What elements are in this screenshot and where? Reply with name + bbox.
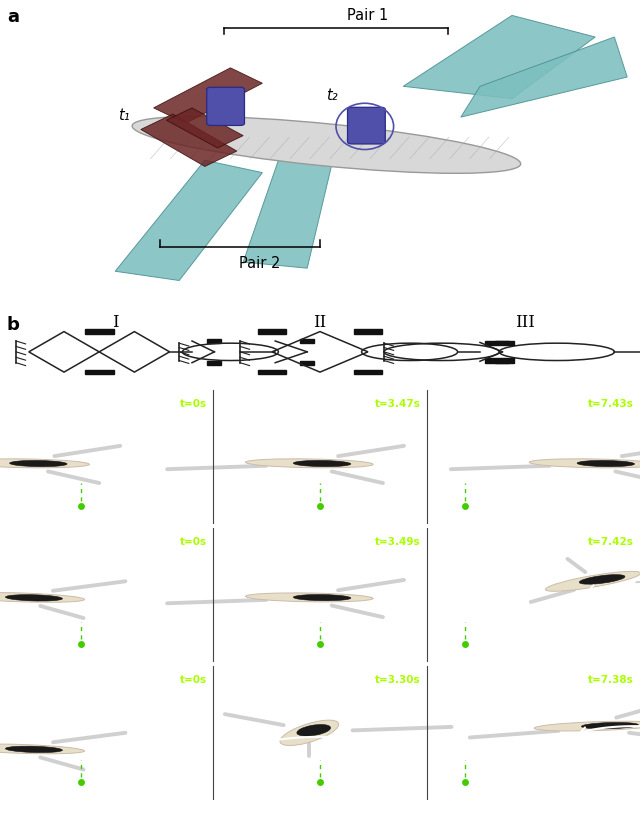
Polygon shape <box>243 151 333 268</box>
Text: t=3.30s: t=3.30s <box>374 675 420 686</box>
Text: II: II <box>314 313 326 330</box>
Text: t=7.42s: t=7.42s <box>588 537 634 547</box>
Ellipse shape <box>6 746 63 752</box>
Ellipse shape <box>529 459 640 468</box>
Bar <box>85 370 114 374</box>
Ellipse shape <box>0 593 84 603</box>
Bar <box>354 370 383 374</box>
Ellipse shape <box>579 575 625 584</box>
Ellipse shape <box>0 459 90 468</box>
Polygon shape <box>166 108 243 148</box>
Bar <box>495 340 509 344</box>
Text: t=7.43s: t=7.43s <box>588 399 634 409</box>
Polygon shape <box>403 16 595 99</box>
Text: 10cm: 10cm <box>10 631 35 640</box>
Ellipse shape <box>132 117 521 173</box>
Text: I: I <box>112 313 118 330</box>
FancyBboxPatch shape <box>207 87 244 126</box>
Text: t=3.47s: t=3.47s <box>374 399 420 409</box>
Bar <box>300 361 314 365</box>
Bar <box>257 370 287 374</box>
Ellipse shape <box>582 723 639 729</box>
Text: Pair 2: Pair 2 <box>239 256 280 270</box>
Text: d: d <box>5 537 15 551</box>
Text: e: e <box>5 675 15 689</box>
Text: III: III <box>515 313 535 330</box>
Text: t=0s: t=0s <box>180 537 207 547</box>
Ellipse shape <box>577 460 634 467</box>
Text: t₁: t₁ <box>118 109 130 123</box>
Bar <box>85 330 114 334</box>
Ellipse shape <box>10 460 67 467</box>
Bar <box>207 361 221 365</box>
Text: Pair 1: Pair 1 <box>348 8 388 23</box>
Text: b: b <box>6 316 19 334</box>
Text: t₂: t₂ <box>326 88 338 104</box>
Text: 10cm: 10cm <box>10 769 35 778</box>
Ellipse shape <box>246 459 373 468</box>
Ellipse shape <box>534 721 640 731</box>
Text: t=7.38s: t=7.38s <box>588 675 634 686</box>
Bar <box>207 339 221 343</box>
Ellipse shape <box>0 744 84 754</box>
Ellipse shape <box>246 593 373 602</box>
Bar <box>485 341 514 345</box>
Ellipse shape <box>293 594 351 601</box>
Ellipse shape <box>280 720 339 746</box>
Ellipse shape <box>293 460 351 467</box>
Bar <box>300 339 314 343</box>
Bar <box>485 358 514 363</box>
Polygon shape <box>141 114 237 166</box>
Ellipse shape <box>297 724 331 736</box>
Text: 10cm: 10cm <box>10 493 35 502</box>
Bar <box>495 359 509 363</box>
Ellipse shape <box>6 594 63 601</box>
Bar <box>257 330 287 334</box>
Text: t=0s: t=0s <box>180 675 207 686</box>
FancyBboxPatch shape <box>348 107 385 144</box>
Text: C: C <box>5 399 15 413</box>
Ellipse shape <box>545 571 640 591</box>
Polygon shape <box>115 160 262 280</box>
Text: a: a <box>8 7 20 25</box>
Polygon shape <box>461 37 627 117</box>
Text: t=3.49s: t=3.49s <box>374 537 420 547</box>
Text: t=0s: t=0s <box>180 399 207 409</box>
Bar <box>354 330 383 334</box>
Polygon shape <box>154 67 262 123</box>
